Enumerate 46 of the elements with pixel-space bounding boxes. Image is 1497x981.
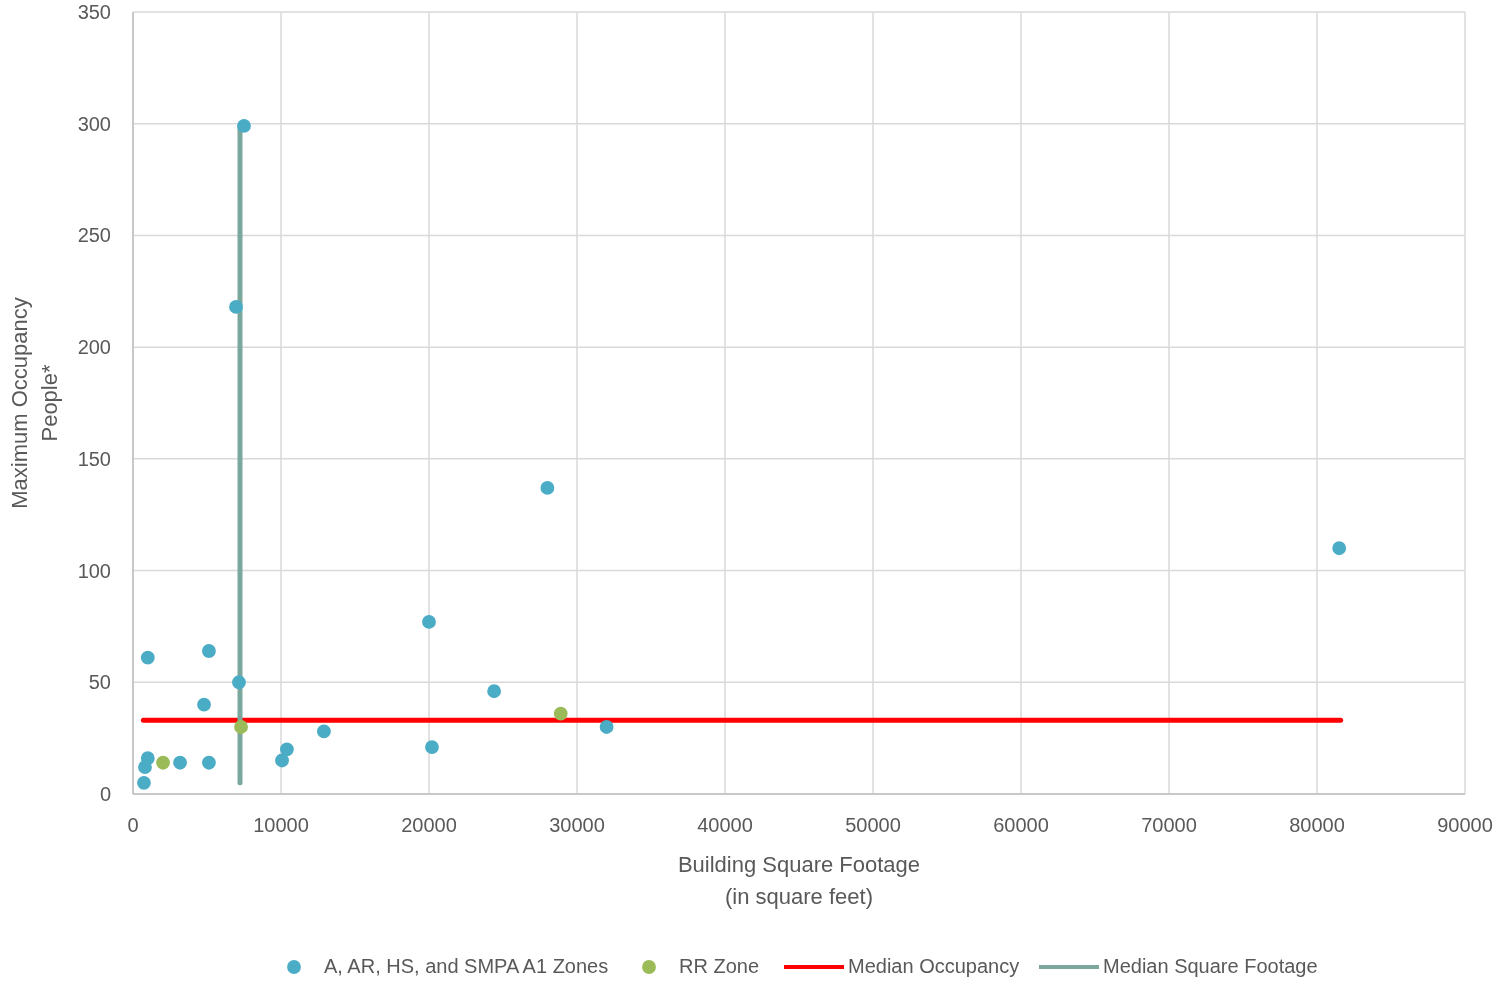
point bbox=[280, 742, 294, 757]
x-axis-title: Building Square Footage (in square feet) bbox=[677, 852, 921, 909]
x-tick-label: 10000 bbox=[253, 814, 309, 836]
x-tick-label: 60000 bbox=[993, 814, 1049, 836]
point bbox=[156, 755, 170, 770]
y-tick-label: 50 bbox=[88, 671, 111, 694]
point bbox=[425, 740, 439, 754]
point bbox=[140, 751, 155, 766]
y-tick-label: 250 bbox=[77, 224, 111, 247]
x-tick-label: 40000 bbox=[697, 814, 753, 836]
y-tick-label: 0 bbox=[99, 783, 111, 805]
point bbox=[137, 775, 151, 790]
x-tick-label: 30000 bbox=[549, 814, 605, 836]
point bbox=[173, 755, 187, 770]
point bbox=[487, 684, 502, 699]
y-tick-label: 200 bbox=[77, 336, 111, 359]
point bbox=[140, 650, 155, 665]
legend-label: RR Zone bbox=[679, 955, 760, 977]
point bbox=[1332, 541, 1347, 556]
x-tick-label: 0 bbox=[127, 814, 139, 836]
legend-label: A, AR, HS, and SMPA A1 Zones bbox=[324, 955, 609, 977]
point bbox=[599, 720, 614, 734]
point bbox=[202, 644, 216, 658]
x-tick-label: 20000 bbox=[401, 814, 457, 836]
point bbox=[202, 755, 216, 770]
point bbox=[540, 481, 555, 495]
y-tick-label: 100 bbox=[77, 559, 111, 582]
point bbox=[234, 720, 248, 734]
point bbox=[197, 697, 211, 712]
legend-label: Median Occupancy bbox=[848, 955, 1020, 977]
point bbox=[237, 119, 251, 133]
x-tick-label: 90000 bbox=[1437, 814, 1493, 836]
x-tick-label: 50000 bbox=[845, 814, 901, 836]
y-tick-label: 350 bbox=[77, 1, 111, 23]
point bbox=[422, 615, 436, 629]
point bbox=[275, 753, 289, 768]
point bbox=[229, 300, 243, 314]
y-axis-title: Maximum Occupancy People* bbox=[7, 297, 62, 509]
point bbox=[232, 675, 246, 690]
point bbox=[317, 724, 331, 739]
y-tick-label: 150 bbox=[77, 447, 111, 470]
legend-label: Median Square Footage bbox=[1103, 955, 1318, 977]
point bbox=[553, 706, 568, 721]
x-tick-label: 80000 bbox=[1289, 814, 1345, 836]
y-tick-label: 300 bbox=[77, 112, 111, 135]
x-tick-label: 70000 bbox=[1141, 814, 1197, 836]
